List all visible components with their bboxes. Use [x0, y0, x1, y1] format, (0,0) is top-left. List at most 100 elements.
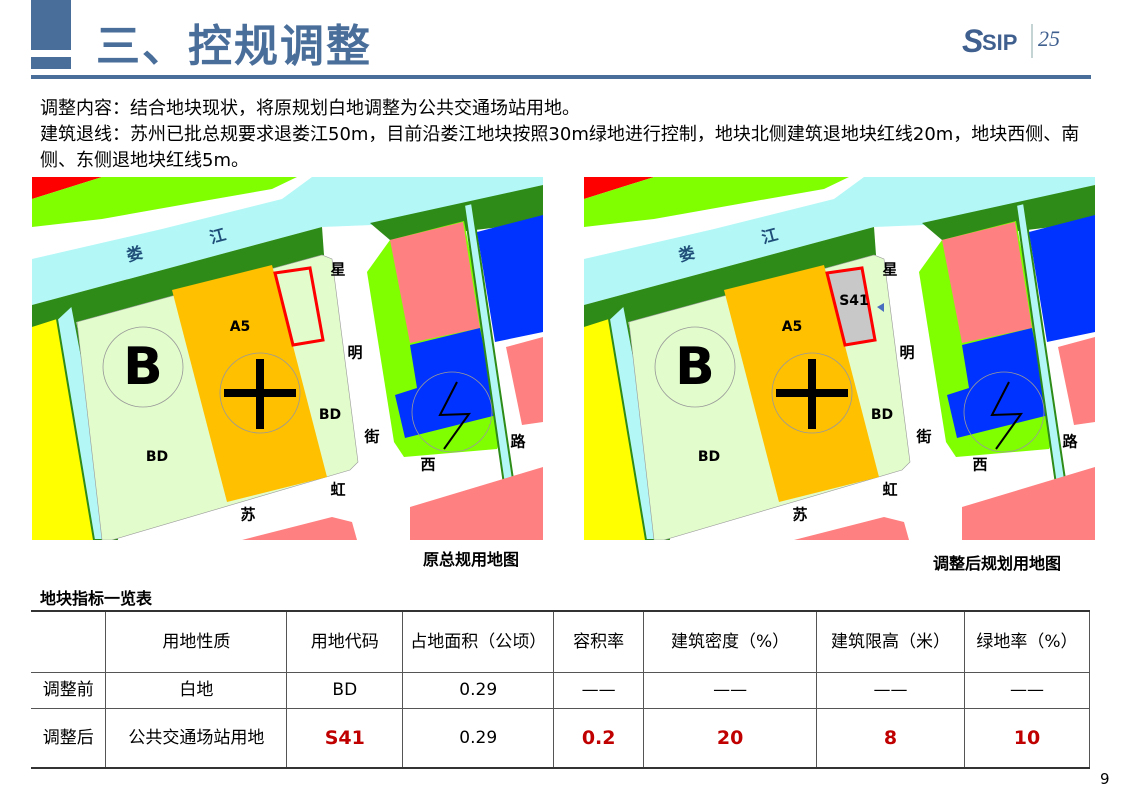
header-cell: 用地性质: [105, 610, 288, 673]
pink-block-east: [1058, 337, 1095, 425]
cell: 调整前: [31, 671, 107, 709]
original-map-caption: 原总规用地图: [423, 550, 520, 569]
road-label: 江: [760, 225, 780, 247]
header-cell: 占地面积（公顷）: [402, 610, 555, 673]
a5-label: A5: [782, 319, 803, 335]
cell: S41: [286, 707, 404, 769]
cell: ——: [963, 671, 1091, 709]
lou-river: [584, 177, 1095, 305]
header-cell: [31, 610, 107, 673]
road-label: 路: [510, 433, 526, 451]
header-cell: 用地代码: [286, 610, 404, 673]
pink-block-east: [506, 337, 543, 425]
road-label: 街: [915, 428, 931, 446]
road-label: 街: [363, 428, 379, 446]
hospital-symbol-circle: [771, 352, 853, 434]
lightning-icon: [990, 381, 1023, 450]
b-symbol: B: [123, 337, 163, 397]
table-row: 调整后 公共交通场站用地 S41 0.29 0.2 20 8 10: [31, 707, 1091, 769]
svg-text:S: S: [962, 23, 984, 59]
a5-medical-zone: [724, 265, 879, 502]
commercial-zone: [32, 319, 94, 540]
pink-block-southeast: [410, 467, 543, 540]
pink-block-southeast: [962, 467, 1095, 540]
plot-outline: [825, 266, 877, 347]
road-label: 星: [882, 261, 897, 279]
green-belt-north: [584, 177, 849, 227]
cell: ——: [816, 671, 965, 709]
road-label: 星: [330, 261, 345, 279]
a5-label: A5: [230, 319, 251, 335]
cell: ——: [643, 671, 818, 709]
cell: 8: [816, 707, 965, 769]
b-symbol-circle: [102, 326, 184, 408]
header-cell: 容积率: [553, 610, 645, 673]
pink-block: [390, 222, 480, 343]
title-accent-block: [31, 0, 71, 50]
intro-text: 调整内容：结合地块现状，将原规划白地调整为公共交通场站用地。 建筑退线：苏州已批…: [40, 96, 1100, 174]
cell: ——: [553, 671, 645, 709]
s41-label: S41: [839, 293, 869, 309]
canal-strip-east: [462, 201, 524, 540]
river-green-buffer: [584, 227, 876, 327]
adjusted-map-caption: 调整后规划用地图: [933, 554, 1062, 573]
cross-icon: [776, 359, 848, 429]
cell: 白地: [105, 671, 288, 709]
road-label: 西: [972, 456, 987, 474]
canal-strip-east: [1014, 201, 1076, 540]
lightning-icon: [438, 381, 471, 450]
b-symbol: B: [675, 337, 715, 397]
page-number: 9: [1100, 770, 1110, 788]
table-title: 地块指标一览表: [40, 589, 153, 608]
road-label: 明: [347, 344, 362, 362]
plot-outline: [273, 266, 325, 347]
road-label: 明: [899, 344, 914, 362]
adjustment-content: 调整内容：结合地块现状，将原规划白地调整为公共交通场站用地。: [40, 98, 580, 119]
cell: 公共交通场站用地: [105, 707, 288, 769]
blue-block-northeast: [1029, 215, 1095, 342]
bd-label: BD: [319, 407, 341, 423]
cell: 0.29: [402, 707, 555, 769]
header-cell: 绿地率（%）: [963, 610, 1091, 673]
bd-label: BD: [698, 449, 720, 465]
road-label: 路: [1062, 433, 1078, 451]
setback-content: 建筑退线：苏州已批总规要求退娄江50m，目前沿娄江地块按照30m绿地进行控制，地…: [40, 124, 1080, 171]
header-cell: 建筑密度（%）: [643, 610, 818, 673]
blue-block-northeast: [477, 215, 543, 342]
road-label: 苏: [240, 506, 255, 524]
b-symbol-circle: [654, 326, 736, 408]
a5-medical-zone: [172, 265, 327, 502]
cell: BD: [286, 671, 404, 709]
green-belt-north: [32, 177, 297, 227]
cell: 10: [963, 707, 1091, 769]
pink-block-south: [794, 517, 909, 540]
lou-river: [32, 177, 543, 305]
river-green-buffer: [32, 227, 324, 327]
table-row: 调整前 白地 BD 0.29 —— —— —— ——: [31, 671, 1091, 709]
bd-label: BD: [871, 407, 893, 423]
hospital-symbol-circle: [219, 352, 301, 434]
svg-text:25: 25: [1038, 26, 1060, 51]
title-divider: [31, 75, 1091, 79]
cell: 0.2: [553, 707, 645, 769]
cross-icon: [224, 359, 296, 429]
page-title: 三、控规调整: [96, 21, 372, 72]
blue-block: [947, 328, 1049, 438]
marker-triangle-icon: [877, 303, 884, 312]
commercial-zone: [584, 319, 646, 540]
header-cell: 建筑限高（米）: [816, 610, 965, 673]
road-label: 苏: [792, 506, 807, 524]
cell: 20: [643, 707, 818, 769]
road-label: 虹: [330, 481, 345, 499]
sip-logo: S SIP 25: [962, 23, 1060, 59]
pink-block-south: [242, 517, 357, 540]
road-label: 娄: [125, 243, 145, 265]
svg-text:SIP: SIP: [982, 30, 1017, 55]
pink-block: [942, 222, 1032, 343]
bd-label: BD: [146, 449, 168, 465]
road-label: 虹: [882, 481, 897, 499]
cell: 0.29: [402, 671, 555, 709]
